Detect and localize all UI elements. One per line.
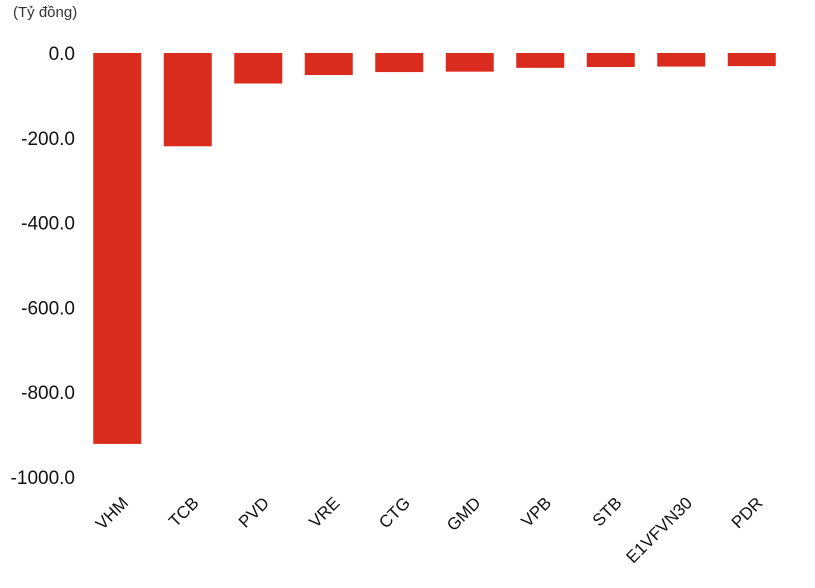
bar-tcb <box>163 53 212 147</box>
y-tick-label: -1000.0 <box>11 468 75 489</box>
y-tick-label: -600.0 <box>21 298 75 319</box>
bar-pvd <box>234 53 283 84</box>
x-tick-label-stb: STB <box>589 493 626 530</box>
bar-e1vfvn30 <box>657 53 706 67</box>
x-tick-label-vre: VRE <box>305 493 343 531</box>
bar-gmd <box>445 53 494 72</box>
bar-vpb <box>516 53 565 68</box>
y-axis-unit-label: (Tỷ đồng) <box>13 4 78 21</box>
y-tick-label: 0.0 <box>49 44 75 65</box>
bar-pdr <box>727 53 776 67</box>
bars <box>93 53 776 444</box>
y-axis-ticks: 0.0 -200.0 -400.0 -600.0 -800.0 -1000.0 <box>11 44 75 489</box>
bar-vhm <box>93 53 142 444</box>
x-tick-label-pvd: PVD <box>235 493 273 531</box>
x-tick-label-pdr: PDR <box>728 493 767 532</box>
x-tick-label-gmd: GMD <box>443 493 484 534</box>
x-tick-label-tcb: TCB <box>165 493 202 530</box>
y-tick-label: -200.0 <box>21 129 75 150</box>
x-tick-label-e1vfvn30: E1VFVN30 <box>623 493 697 567</box>
bar-stb <box>586 53 635 67</box>
y-tick-label: -400.0 <box>21 214 75 235</box>
x-tick-label-vhm: VHM <box>92 493 132 533</box>
x-tick-label-vpb: VPB <box>518 493 555 530</box>
x-tick-label-ctg: CTG <box>375 493 414 532</box>
bar-vre <box>304 53 353 76</box>
bar-ctg <box>375 53 424 73</box>
y-tick-label: -800.0 <box>21 383 75 404</box>
